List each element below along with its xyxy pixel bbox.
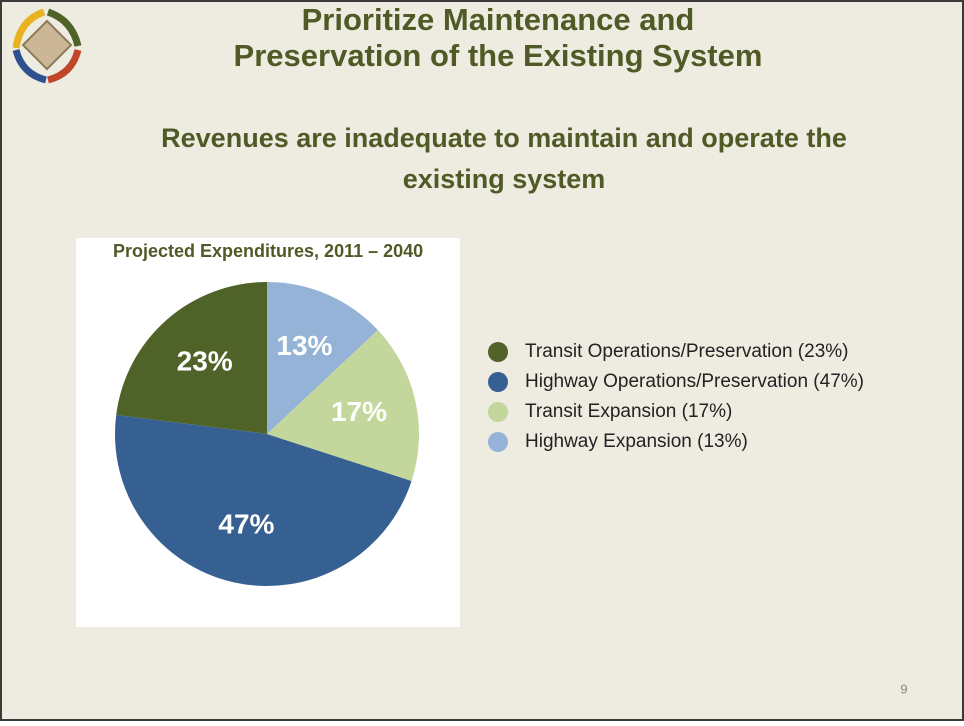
data-label: 47% (218, 508, 274, 539)
data-label: 13% (276, 330, 332, 361)
legend-label: Transit Operations/Preservation (23%) (525, 341, 848, 362)
subtitle: existing system (403, 164, 606, 194)
pie-slice (267, 329, 419, 481)
title: Prioritize Maintenance and (302, 2, 695, 37)
logo (12, 8, 82, 84)
data-label: 23% (177, 346, 233, 377)
subtitle: Revenues are inadequate to maintain and … (161, 123, 847, 153)
title: Preservation of the Existing System (234, 38, 763, 73)
pie-slice (115, 414, 412, 586)
legend-marker (488, 402, 508, 422)
pie-slice (116, 282, 267, 434)
page-number: 9 (900, 681, 907, 696)
legend-label: Highway Operations/Preservation (47%) (525, 371, 864, 392)
legend-marker (488, 342, 508, 362)
legend-label: Transit Expansion (17%) (525, 401, 732, 422)
legend-marker (488, 372, 508, 392)
legend-marker (488, 432, 508, 452)
chart-title: Projected Expenditures, 2011 – 2040 (113, 241, 423, 261)
data-label: 17% (331, 396, 387, 427)
pie-slice (267, 282, 378, 434)
legend-label: Highway Expansion (13%) (525, 431, 748, 452)
